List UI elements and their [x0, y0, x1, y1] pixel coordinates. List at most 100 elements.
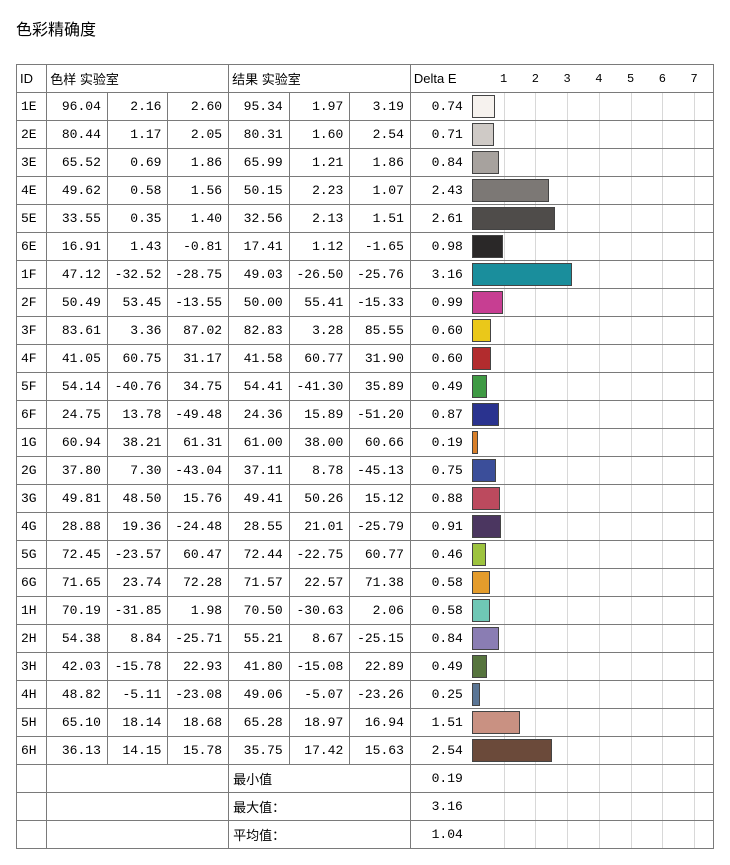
color-accuracy-table: ID 色样 实验室 结果 实验室 Delta E 1234567 1E96.04… [16, 64, 714, 849]
cell-sample: 23.74 [107, 569, 168, 597]
cell-sample: 1.40 [168, 205, 229, 233]
table-row: 2H54.388.84-25.7155.218.67-25.150.84 [17, 625, 714, 653]
cell-sample: 15.78 [168, 737, 229, 765]
axis-tick: 1 [500, 72, 507, 86]
cell-result: -51.20 [350, 401, 411, 429]
cell-delta: 0.58 [410, 597, 468, 625]
delta-bar [472, 179, 549, 202]
table-row: 4E49.620.581.5650.152.231.072.43 [17, 177, 714, 205]
table-row: 6G71.6523.7472.2871.5722.5771.380.58 [17, 569, 714, 597]
cell-id: 6E [17, 233, 47, 261]
summary-row: 最大值：3.16 [17, 793, 714, 821]
cell-delta: 0.58 [410, 569, 468, 597]
delta-bar [472, 543, 487, 566]
cell-result: 24.36 [229, 401, 290, 429]
cell-sample: 96.04 [47, 93, 108, 121]
cell-id: 2E [17, 121, 47, 149]
cell-result: 55.41 [289, 289, 350, 317]
cell-bar [469, 261, 714, 289]
cell-sample: 71.65 [47, 569, 108, 597]
axis-tick: 4 [595, 72, 602, 86]
cell-delta: 0.74 [410, 93, 468, 121]
cell-result: 65.99 [229, 149, 290, 177]
cell-id: 3F [17, 317, 47, 345]
table-row: 1G60.9438.2161.3161.0038.0060.660.19 [17, 429, 714, 457]
cell-delta: 0.98 [410, 233, 468, 261]
cell-sample: 16.91 [47, 233, 108, 261]
cell-id: 4H [17, 681, 47, 709]
cell-bar [469, 149, 714, 177]
delta-bar [472, 487, 500, 510]
cell-sample: 61.31 [168, 429, 229, 457]
summary-value: 0.19 [410, 765, 468, 793]
cell-delta: 0.60 [410, 345, 468, 373]
cell-sample: -23.08 [168, 681, 229, 709]
cell-bar [469, 233, 714, 261]
table-row: 5G72.45-23.5760.4772.44-22.7560.770.46 [17, 541, 714, 569]
delta-bar [472, 599, 490, 622]
cell-sample: 3.36 [107, 317, 168, 345]
table-row: 6H36.1314.1515.7835.7517.4215.632.54 [17, 737, 714, 765]
cell-delta: 0.71 [410, 121, 468, 149]
delta-bar [472, 123, 495, 146]
cell-result: 17.41 [229, 233, 290, 261]
table-row: 3F83.613.3687.0282.833.2885.550.60 [17, 317, 714, 345]
cell-id: 2F [17, 289, 47, 317]
cell-delta: 0.84 [410, 149, 468, 177]
cell-id: 4G [17, 513, 47, 541]
cell-id: 1H [17, 597, 47, 625]
cell-sample: 0.35 [107, 205, 168, 233]
table-row: 5E33.550.351.4032.562.131.512.61 [17, 205, 714, 233]
cell-result: 80.31 [229, 121, 290, 149]
cell-result: 1.97 [289, 93, 350, 121]
summary-row: 最小值0.19 [17, 765, 714, 793]
delta-bar [472, 403, 500, 426]
cell-result: 60.77 [350, 541, 411, 569]
delta-bar [472, 683, 480, 706]
col-id: ID [17, 65, 47, 93]
cell-sample: 19.36 [107, 513, 168, 541]
cell-sample: 1.98 [168, 597, 229, 625]
summary-chart-cell [469, 821, 714, 849]
cell-sample: 37.80 [47, 457, 108, 485]
cell-result: 49.06 [229, 681, 290, 709]
axis-tick: 3 [563, 72, 570, 86]
delta-bar [472, 431, 478, 454]
cell-result: 72.44 [229, 541, 290, 569]
table-row: 4F41.0560.7531.1741.5860.7731.900.60 [17, 345, 714, 373]
cell-delta: 2.61 [410, 205, 468, 233]
cell-result: -22.75 [289, 541, 350, 569]
cell-sample: -23.57 [107, 541, 168, 569]
cell-result: 15.12 [350, 485, 411, 513]
cell-delta: 3.16 [410, 261, 468, 289]
delta-bar [472, 151, 499, 174]
cell-sample: 48.50 [107, 485, 168, 513]
cell-bar [469, 681, 714, 709]
cell-result: 8.78 [289, 457, 350, 485]
cell-result: 38.00 [289, 429, 350, 457]
table-row: 2E80.441.172.0580.311.602.540.71 [17, 121, 714, 149]
cell-result: 1.51 [350, 205, 411, 233]
delta-bar [472, 95, 495, 118]
table-row: 1H70.19-31.851.9870.50-30.632.060.58 [17, 597, 714, 625]
col-delta: Delta E [410, 65, 468, 93]
cell-result: 60.77 [289, 345, 350, 373]
page-title: 色彩精确度 [16, 16, 714, 40]
table-row: 2F50.4953.45-13.5550.0055.41-15.330.99 [17, 289, 714, 317]
cell-result: -41.30 [289, 373, 350, 401]
table-row: 1F47.12-32.52-28.7549.03-26.50-25.763.16 [17, 261, 714, 289]
cell-sample: 7.30 [107, 457, 168, 485]
cell-sample: 0.58 [107, 177, 168, 205]
summary-row: 平均值：1.04 [17, 821, 714, 849]
cell-result: -26.50 [289, 261, 350, 289]
cell-sample: 24.75 [47, 401, 108, 429]
summary-label: 最小值 [229, 765, 411, 793]
cell-result: 61.00 [229, 429, 290, 457]
delta-bar [472, 739, 553, 762]
cell-sample: 18.68 [168, 709, 229, 737]
delta-bar [472, 263, 572, 286]
cell-result: 3.19 [350, 93, 411, 121]
cell-sample: -13.55 [168, 289, 229, 317]
cell-result: 41.80 [229, 653, 290, 681]
cell-bar [469, 177, 714, 205]
